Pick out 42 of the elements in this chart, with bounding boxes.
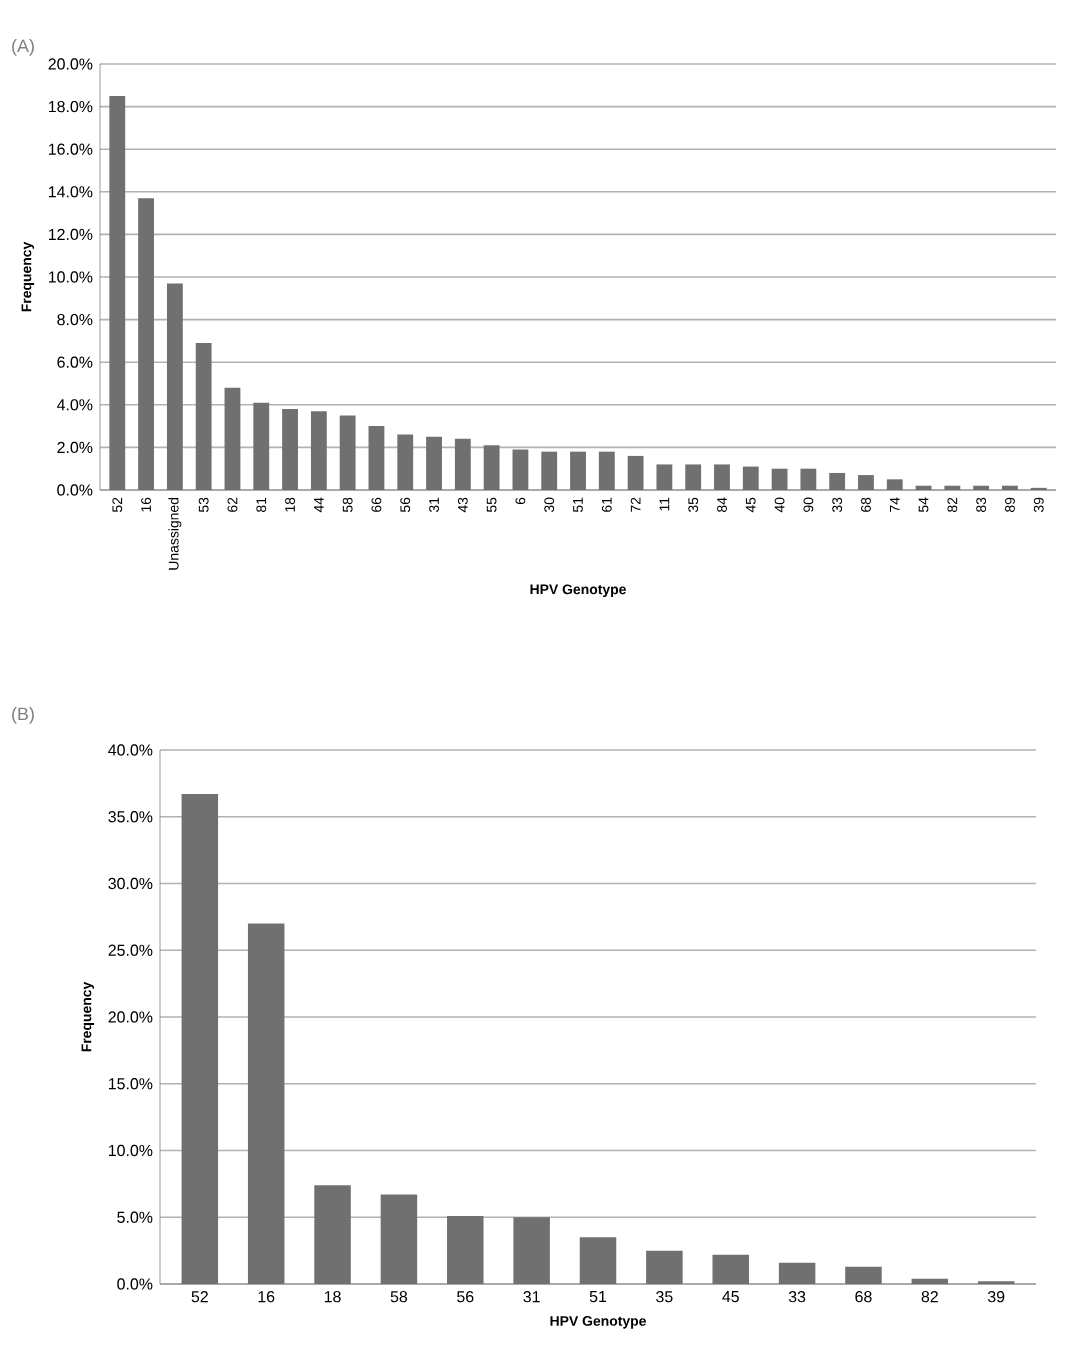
bar [138, 198, 154, 490]
bar [109, 95, 126, 490]
bar [454, 438, 471, 490]
bar [513, 1217, 550, 1284]
bar [447, 1215, 484, 1284]
bar [380, 1194, 418, 1284]
bar [714, 464, 730, 490]
bar [598, 451, 615, 490]
bar [512, 449, 529, 490]
bar [886, 479, 903, 490]
chart-title: (B) [12, 707, 34, 724]
bar [166, 283, 183, 490]
bar [646, 1250, 683, 1284]
bar [858, 475, 874, 490]
bar [627, 455, 644, 490]
bar [579, 1237, 617, 1284]
bar [845, 1266, 882, 1284]
bar [282, 409, 298, 490]
bar [181, 794, 219, 1284]
bar [310, 411, 327, 490]
bar [911, 1278, 949, 1284]
bar [778, 1262, 816, 1284]
bar [339, 415, 356, 490]
bar [685, 464, 702, 490]
bar [483, 445, 500, 490]
bar [397, 434, 414, 490]
bar [829, 472, 846, 490]
bar [771, 468, 788, 490]
bar [656, 464, 673, 490]
bar [712, 1254, 749, 1284]
bar [541, 451, 558, 490]
bar [247, 923, 285, 1284]
chart-title: (A) [12, 39, 34, 56]
bar [426, 436, 442, 490]
bar [570, 451, 586, 490]
bar [195, 343, 212, 490]
bar [742, 466, 759, 490]
bar [224, 387, 241, 490]
bar [253, 402, 270, 490]
bar [314, 1185, 351, 1284]
bar [368, 426, 385, 490]
bar [800, 468, 817, 490]
